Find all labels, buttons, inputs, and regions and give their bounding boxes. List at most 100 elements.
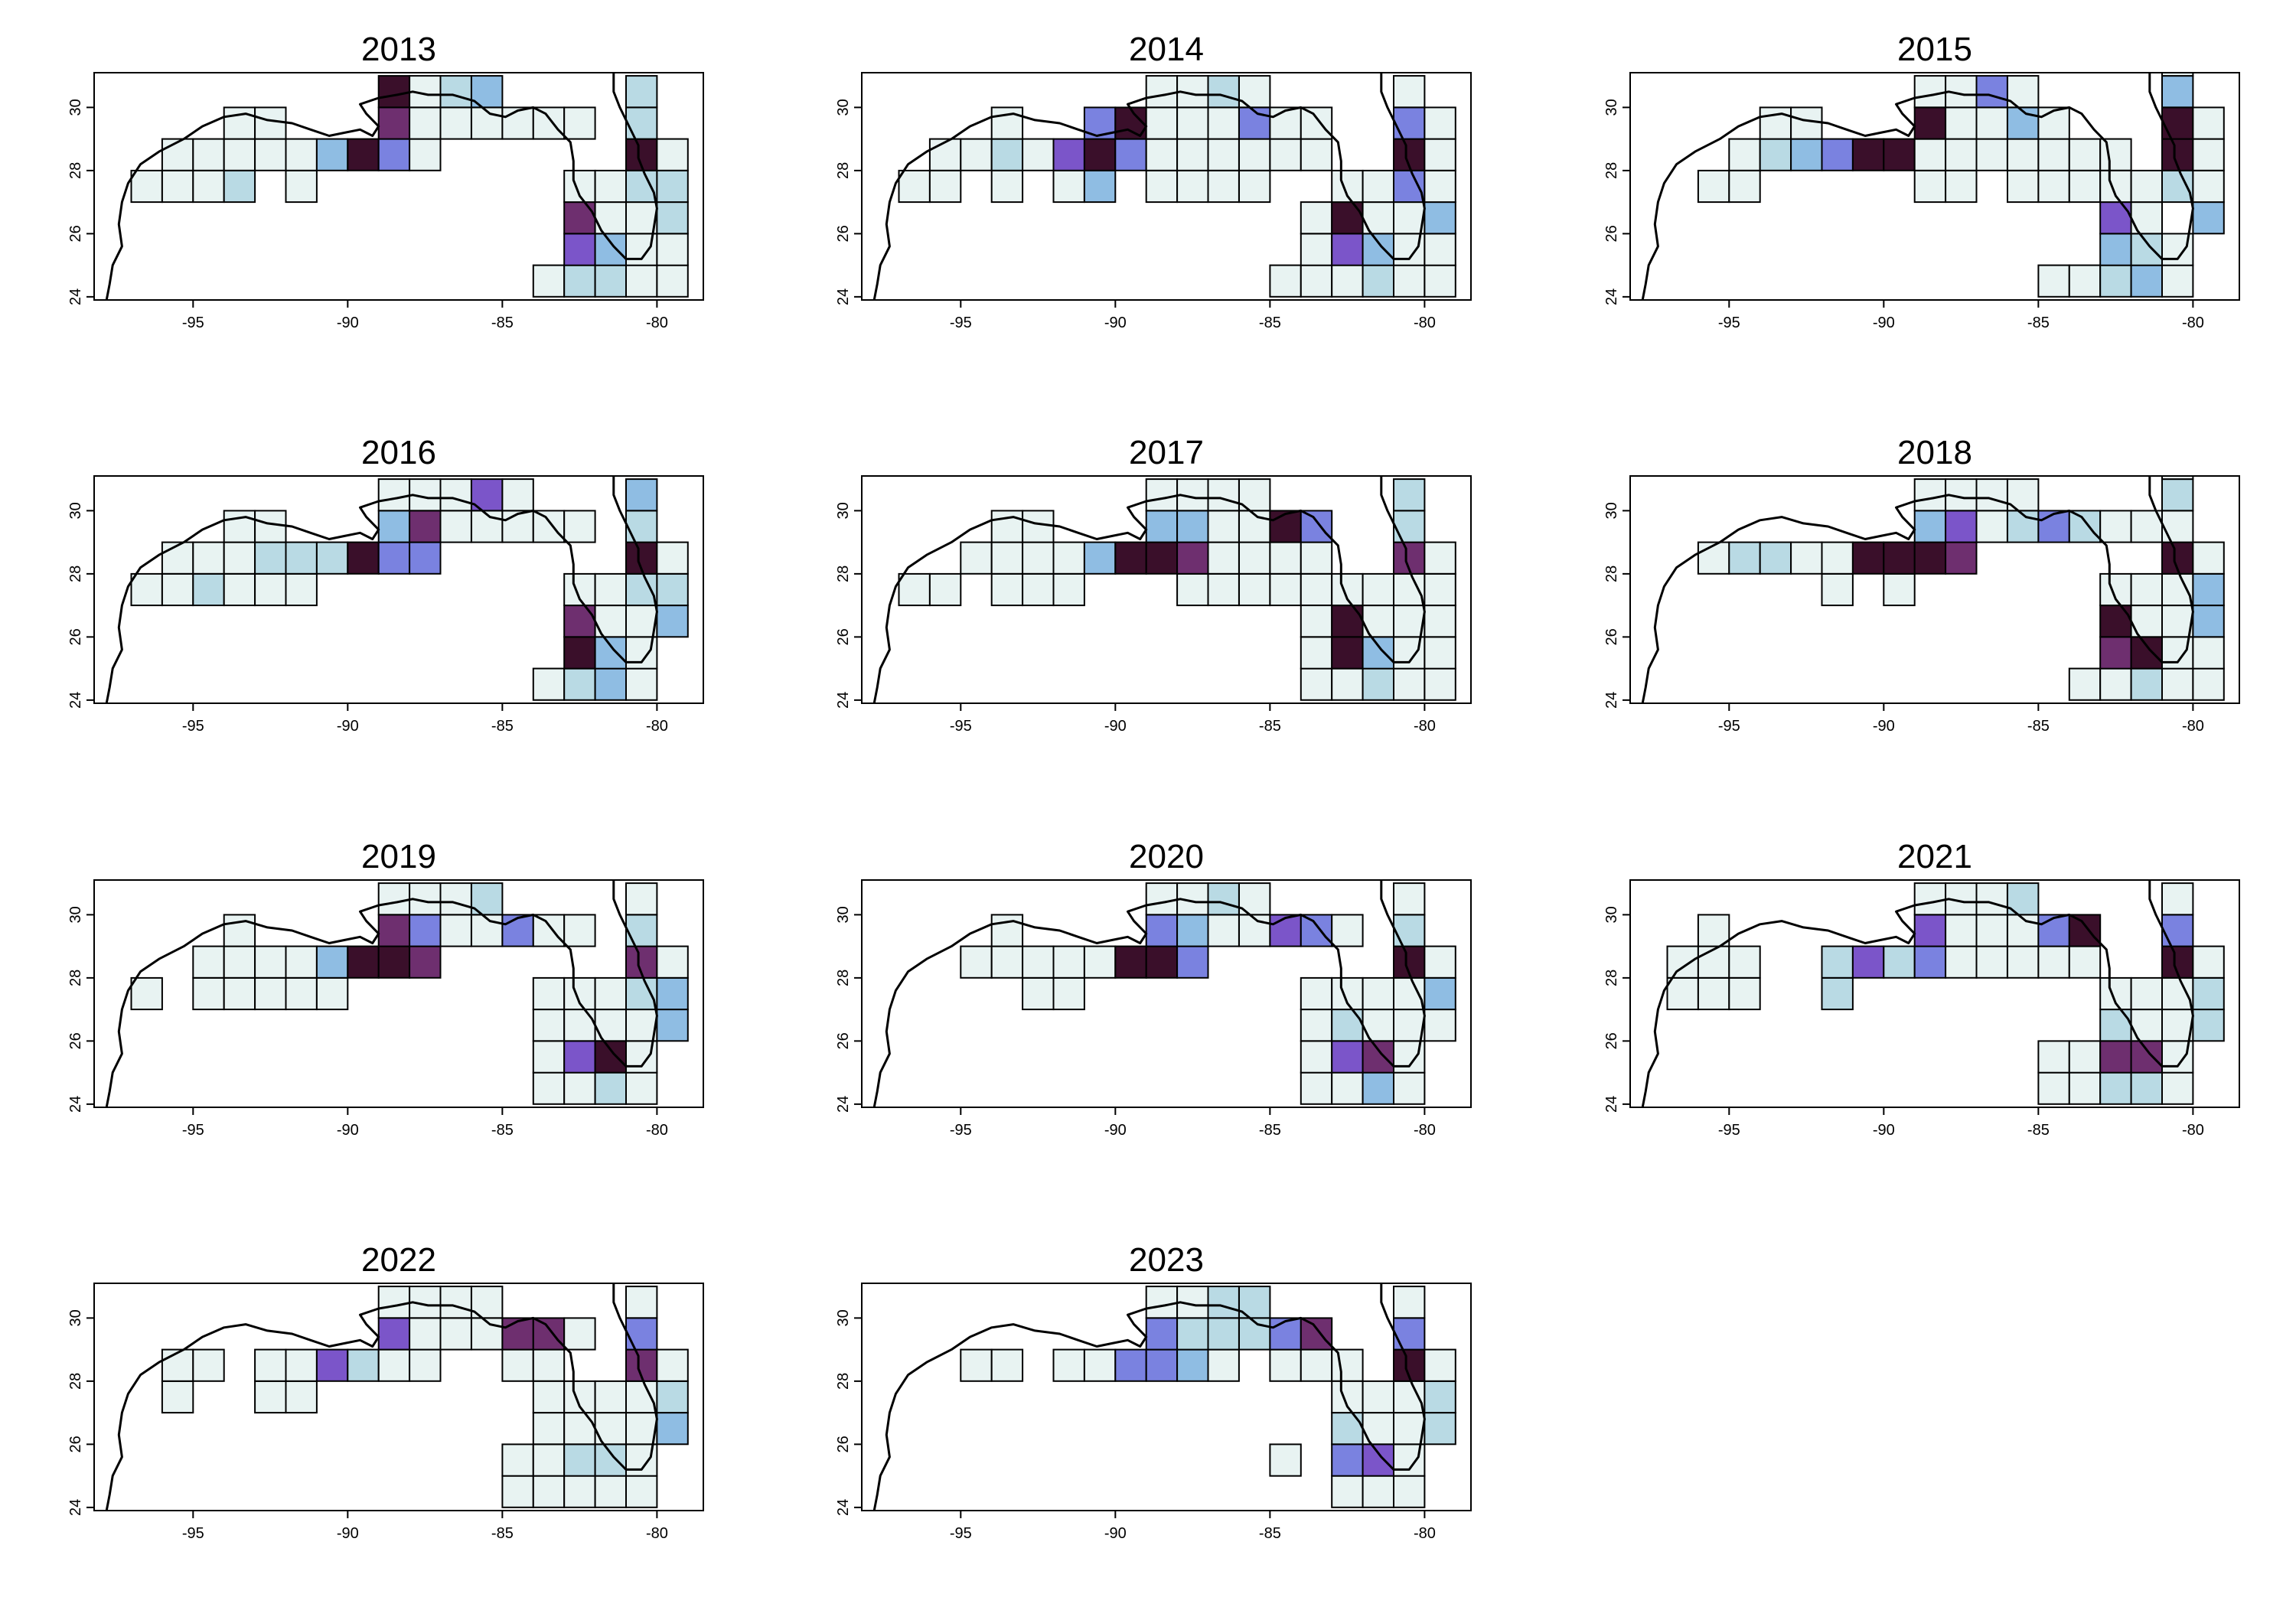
y-tick-label: 28 [1603,970,1620,986]
grid-cell [1666,945,1699,979]
grid-cell [1331,1071,1364,1105]
grid-cell [2192,1009,2225,1042]
grid-cell [563,1443,596,1477]
grid-cell [1176,1348,1209,1382]
x-tick-label: -90 [1104,718,1127,735]
grid-cell [409,914,442,947]
panel-frame [861,475,1472,704]
grid-cell [990,541,1024,575]
grid-cell [625,169,658,204]
grid-cell [1821,572,1854,607]
grid-cell [1022,976,1055,1011]
grid-cell [409,510,442,543]
grid-cell [1975,882,2008,916]
grid-cell [315,976,349,1011]
grid-cell [161,572,194,607]
grid-cell [532,510,566,543]
panel-frame [93,1283,704,1511]
grid-cell [1331,1475,1364,1508]
grid-cell [898,169,931,204]
coastline [105,476,658,703]
grid-cell [990,169,1024,204]
grid-cell [928,572,962,607]
grid-cell [1913,169,1947,204]
grid-cell [2161,73,2194,77]
grid-cell [990,106,1024,140]
grid-cell [347,945,380,979]
map-area [105,476,689,703]
grid-cell [1145,882,1179,916]
grid-cell [377,1317,411,1351]
x-tick-label: -85 [1259,1122,1281,1139]
grid-cell [2099,201,2132,235]
grid-cell [656,945,689,979]
grid-cell [1362,169,1394,204]
map-area [872,880,1456,1107]
x-tick-label: -95 [182,1122,204,1139]
grid-cell [1052,138,1085,171]
grid-cell [377,106,411,140]
grid-cell [532,976,566,1011]
grid-cell [1331,636,1364,670]
map-area [872,73,1456,300]
grid-cell [563,636,596,670]
grid-cell [285,945,318,979]
grid-cell [1300,1040,1333,1074]
grid-cell [1145,75,1179,109]
grid-cell [625,106,658,140]
grid-cell [1362,667,1394,701]
grid-cell [377,945,411,979]
y-tick-label: 30 [835,906,852,923]
grid-cell [1052,1348,1085,1382]
grid-cell [625,478,658,512]
grid-cell [1300,667,1333,701]
grid-cell [347,541,380,575]
grid-cell [501,1317,534,1351]
grid-cell [960,541,993,575]
x-tick-label: -95 [1718,1122,1740,1139]
grid-cell [130,976,163,1011]
y-tick-label: 24 [1603,288,1620,305]
grid-cell [1176,572,1209,607]
grid-cell [1393,1286,1426,1319]
grid-cell [2068,169,2102,204]
grid-cell [2068,1040,2102,1074]
map-area [105,880,689,1107]
grid-cell [594,264,627,298]
grid-cell [625,1071,658,1105]
y-tick-label: 26 [835,1436,852,1452]
x-tick-label: -85 [1259,718,1281,735]
x-tick-label: -90 [337,315,359,331]
grid-cell [1145,106,1179,140]
grid-cell [1176,106,1209,140]
grid-cell [563,1040,596,1074]
x-tick-label: -90 [1104,1525,1127,1542]
grid-cell [563,106,596,140]
map-area [1641,476,2225,703]
grid-cell [1052,572,1085,607]
grid-cell [625,510,658,543]
grid-cell [563,264,596,298]
grid-cell [315,1348,349,1382]
y-tick-label: 30 [835,99,852,116]
grid-cell [1083,945,1117,979]
grid-cell [1821,976,1854,1011]
grid-cell [625,1380,658,1414]
grid-cell [1176,1317,1209,1351]
grid-cell [1883,945,1916,979]
grid-cell [2192,945,2225,979]
grid-cell [532,1071,566,1105]
grid-cell [223,541,256,575]
grid-cell [1145,541,1179,575]
y-tick-label: 28 [835,162,852,179]
panel-title: 2017 [1129,434,1204,471]
grid-cell [2161,106,2194,140]
grid-cell [2068,264,2102,298]
panel-title: 2019 [361,838,436,875]
grid-cell [377,510,411,543]
coastline [105,880,658,1107]
grid-cell [625,264,658,298]
x-tick-label: -85 [2027,315,2050,331]
grid-cell [960,1348,993,1382]
grid-cell [1975,945,2008,979]
